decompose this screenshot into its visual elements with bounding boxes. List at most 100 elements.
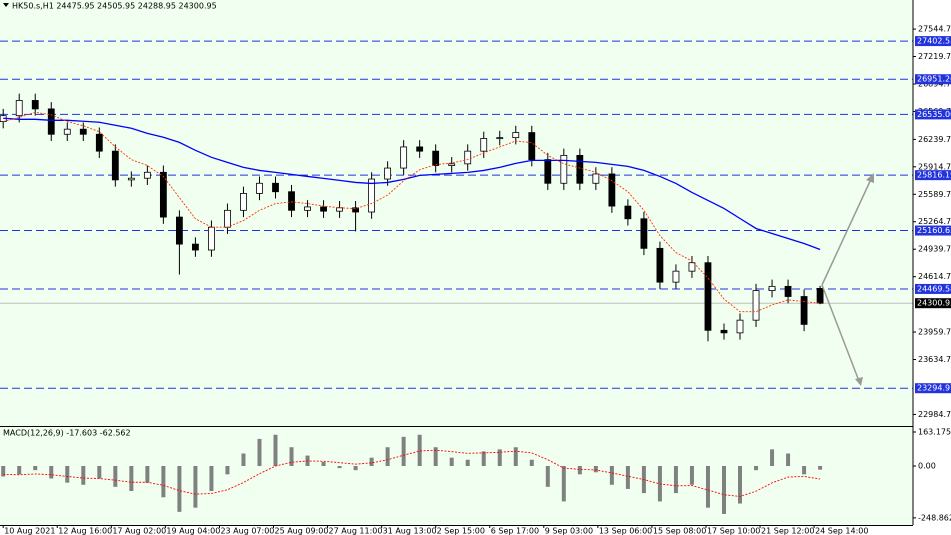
macd-bar — [321, 461, 326, 467]
candle-body — [208, 226, 215, 251]
candle-body — [336, 207, 343, 212]
y-tick-label: 22984.70 — [918, 410, 951, 419]
macd-bar — [770, 449, 775, 467]
macd-bar — [401, 436, 406, 467]
macd-bar — [209, 466, 214, 492]
candle-body — [111, 150, 119, 181]
candle-body — [768, 285, 776, 291]
x-tick-label: 27 Aug 11:00 — [329, 527, 383, 535]
macd-bar — [545, 466, 550, 487]
x-tick-label: 12 Aug 16:00 — [58, 527, 112, 535]
moving-average — [3, 111, 821, 313]
macd-bar — [738, 466, 743, 504]
macd-bar — [17, 466, 22, 475]
macd-bar — [65, 466, 70, 483]
macd-bar — [113, 466, 118, 487]
x-tick-label: 25 Aug 09:00 — [274, 527, 328, 535]
macd-bar — [818, 466, 823, 470]
macd-bar — [385, 447, 390, 467]
macd-bar — [705, 466, 710, 508]
candle-body — [624, 205, 632, 220]
candle-body — [15, 100, 23, 117]
macd-bar — [241, 453, 246, 467]
level-label: 25816.19 — [917, 171, 951, 180]
macd-bar — [193, 466, 198, 508]
y-tick-label: 23634.70 — [918, 355, 951, 364]
macd-bar — [353, 466, 358, 471]
y-tick-label: 24939.70 — [918, 245, 951, 254]
candle-body — [288, 191, 295, 211]
candle-body — [528, 132, 536, 161]
candle-body — [544, 159, 552, 184]
x-tick-label: 21 Sep 12:00 — [761, 527, 814, 535]
y-tick-label: 23959.70 — [918, 328, 951, 337]
macd-bar — [802, 466, 807, 475]
macd-bar — [786, 453, 791, 467]
candle-body — [640, 218, 648, 249]
level-label-box — [915, 170, 951, 181]
x-tick-label: 6 Sep 17:00 — [491, 527, 539, 535]
candle-body — [352, 207, 359, 213]
candle-body — [736, 319, 744, 334]
y-tick-label: 25264.70 — [918, 217, 951, 226]
candle-body — [672, 270, 680, 283]
y-tick-label: 24614.70 — [918, 272, 951, 281]
level-label-box — [915, 225, 951, 236]
y-tick-label: 25589.70 — [918, 190, 951, 199]
x-tick-label: 15 Sep 08:00 — [653, 527, 706, 535]
macd-bar — [145, 466, 150, 483]
projection-arrow — [821, 176, 873, 286]
macd-bar — [49, 466, 54, 479]
x-tick-label: 19 Aug 04:00 — [166, 527, 220, 535]
level-label-box — [915, 74, 951, 85]
candle-body — [416, 146, 424, 152]
candle-body — [448, 163, 456, 166]
moving-average — [3, 117, 821, 251]
macd-bar — [673, 466, 678, 494]
macd-bar — [177, 466, 182, 512]
x-tick-label: 2 Sep 15:00 — [437, 527, 485, 535]
candle-body — [143, 171, 151, 179]
macd-bar — [449, 457, 454, 467]
price-pane — [0, 0, 913, 426]
candle-body — [576, 154, 584, 184]
candle-body — [816, 288, 824, 304]
candle-body — [127, 177, 135, 181]
macd-pane — [0, 427, 913, 525]
level-label: 26951.26 — [917, 75, 951, 84]
menu-triangle — [3, 3, 9, 7]
level-label-box — [915, 283, 951, 294]
arrow-head — [866, 173, 874, 183]
candle-body — [480, 138, 488, 152]
level-label: 25160.63 — [917, 226, 951, 235]
level-label: 24469.58 — [917, 284, 951, 293]
macd-bar — [337, 466, 342, 469]
macd-bar — [465, 459, 470, 467]
x-tick-label: 17 Aug 02:00 — [112, 527, 166, 535]
current-price-label: 24300.95 — [917, 299, 951, 308]
x-tick-label: 31 Aug 13:00 — [383, 527, 437, 535]
macd-bar — [497, 449, 502, 467]
candle-body — [512, 132, 520, 139]
macd-bar — [433, 447, 438, 467]
candle-body — [159, 171, 167, 218]
candle-body — [240, 193, 247, 211]
macd-bar — [161, 466, 166, 498]
signal-line — [3, 449, 821, 497]
candle-body — [688, 262, 696, 272]
candle-body — [432, 150, 440, 166]
current-price-box — [915, 298, 951, 309]
candle-body — [175, 216, 183, 245]
candle-body — [400, 146, 408, 169]
macd-bar — [593, 466, 598, 473]
candle-body — [47, 108, 55, 135]
level-label: 26535.00 — [917, 110, 951, 119]
y-tick-label: 0.00 — [918, 462, 936, 471]
x-tick-label: 24 Sep 14:00 — [815, 527, 868, 535]
candle-body — [95, 133, 103, 152]
macd-bar — [609, 466, 614, 485]
y-tick-label: 27219.70 — [918, 52, 951, 61]
macd-bar — [577, 466, 582, 475]
y-tick-label: 26239.70 — [918, 135, 951, 144]
candle-body — [464, 150, 472, 165]
